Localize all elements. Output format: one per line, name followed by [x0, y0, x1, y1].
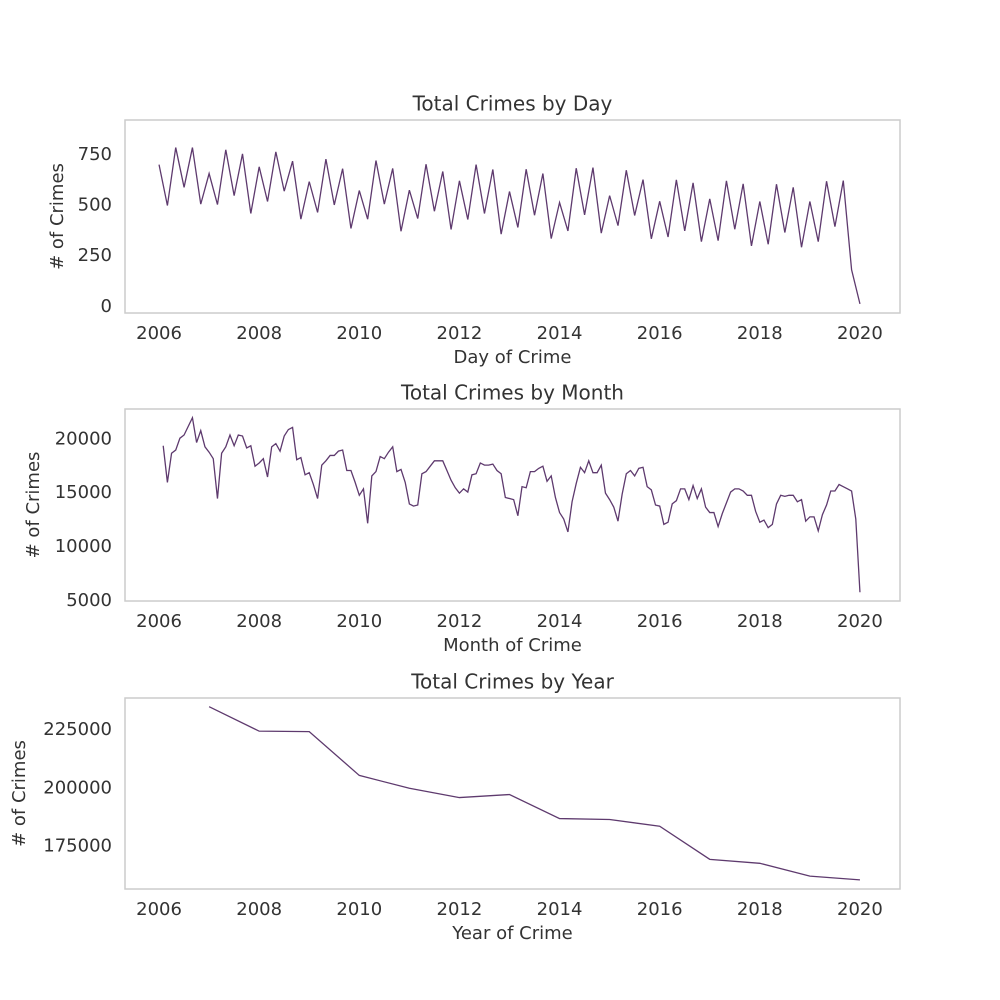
x-tick-label: 2014: [537, 323, 583, 344]
chart-title: Total Crimes by Day: [412, 92, 613, 116]
x-tick-label: 2008: [236, 611, 282, 632]
y-tick-label: 225000: [43, 719, 112, 740]
x-tick-label: 2018: [737, 611, 783, 632]
x-tick-label: 2014: [537, 899, 583, 920]
y-tick-label: 0: [101, 296, 112, 317]
axes-frame: [124, 408, 901, 602]
x-tick-label: 2018: [737, 899, 783, 920]
x-tick-label: 2018: [737, 323, 783, 344]
x-tick-label: 2010: [336, 323, 382, 344]
x-tick-label: 2008: [236, 323, 282, 344]
x-tick-label: 2012: [437, 611, 483, 632]
y-tick-label: 20000: [55, 428, 112, 449]
x-tick-label: 2012: [437, 899, 483, 920]
x-tick-label: 2010: [336, 899, 382, 920]
chart-title: Total Crimes by Month: [400, 381, 624, 405]
x-tick-label: 2006: [136, 611, 182, 632]
y-tick-label: 750: [78, 144, 112, 165]
x-tick-label: 2020: [837, 899, 883, 920]
y-tick-label: 500: [78, 195, 112, 216]
x-tick-label: 2008: [236, 899, 282, 920]
y-tick-label: 15000: [55, 482, 112, 503]
x-tick-label: 2016: [637, 899, 683, 920]
y-tick-label: 200000: [43, 777, 112, 798]
x-tick-label: 2020: [837, 611, 883, 632]
axes-frame: [124, 119, 901, 314]
x-tick-label: 2006: [136, 323, 182, 344]
chart-title: Total Crimes by Year: [410, 670, 614, 694]
x-axis-label: Day of Crime: [454, 347, 572, 368]
data-line: [158, 147, 861, 305]
y-axis-label: # of Crimes: [23, 452, 44, 559]
x-tick-label: 2010: [336, 611, 382, 632]
x-tick-label: 2016: [637, 611, 683, 632]
x-axis-label: Year of Crime: [451, 923, 572, 944]
x-tick-label: 2006: [136, 899, 182, 920]
y-tick-label: 250: [78, 245, 112, 266]
x-tick-label: 2012: [437, 323, 483, 344]
x-tick-label: 2016: [637, 323, 683, 344]
y-tick-label: 10000: [55, 536, 112, 557]
y-axis-label: # of Crimes: [9, 740, 30, 847]
x-tick-label: 2014: [537, 611, 583, 632]
x-axis-label: Month of Crime: [443, 635, 582, 656]
y-tick-label: 175000: [43, 836, 112, 857]
y-tick-label: 5000: [66, 590, 112, 611]
x-tick-label: 2020: [837, 323, 883, 344]
data-line: [162, 415, 861, 593]
axes-frame: [124, 697, 901, 890]
data-line: [208, 706, 860, 881]
y-axis-label: # of Crimes: [47, 163, 68, 270]
